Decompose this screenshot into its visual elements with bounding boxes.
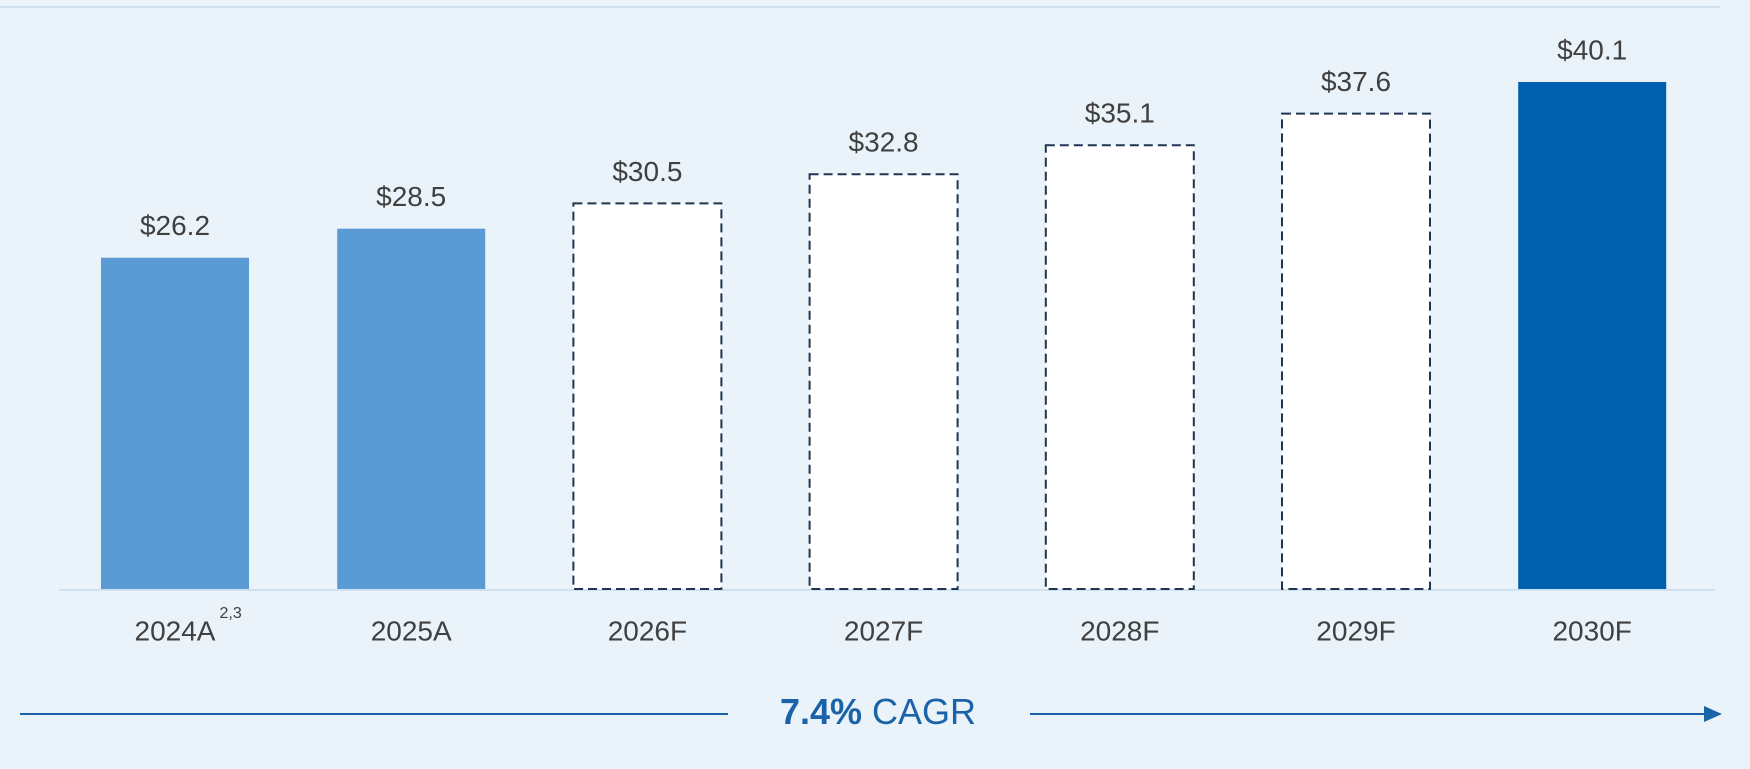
- cagr-arrowhead: [1704, 706, 1722, 722]
- value-label: $30.5: [612, 156, 682, 187]
- bar: [1044, 144, 1195, 591]
- bar: [1518, 82, 1667, 589]
- value-label: $35.1: [1085, 98, 1155, 129]
- x-tick-label: 2027F: [844, 615, 923, 646]
- x-tick-label: 2029F: [1316, 615, 1395, 646]
- value-label: $40.1: [1557, 34, 1627, 65]
- cagr-rate: 7.4%: [780, 691, 862, 732]
- bar: [1281, 112, 1431, 590]
- bar: [572, 202, 723, 590]
- x-tick-label: 2024A: [135, 615, 216, 646]
- x-tick-label: 2026F: [608, 615, 687, 646]
- value-label: $37.6: [1321, 66, 1391, 97]
- cagr-label: 7.4% CAGR: [780, 691, 976, 732]
- cagr-text: CAGR: [872, 691, 976, 732]
- bar: [808, 173, 959, 590]
- x-tick-label: 2028F: [1080, 615, 1159, 646]
- x-tick-label: 2030F: [1552, 615, 1631, 646]
- value-label: $32.8: [849, 127, 919, 158]
- bar: [337, 228, 486, 590]
- value-label: $26.2: [140, 210, 210, 241]
- footnote-marker: 2,3: [219, 605, 241, 622]
- x-tick-label: 2025A: [371, 615, 452, 646]
- bar: [101, 257, 249, 589]
- value-label: $28.5: [376, 181, 446, 212]
